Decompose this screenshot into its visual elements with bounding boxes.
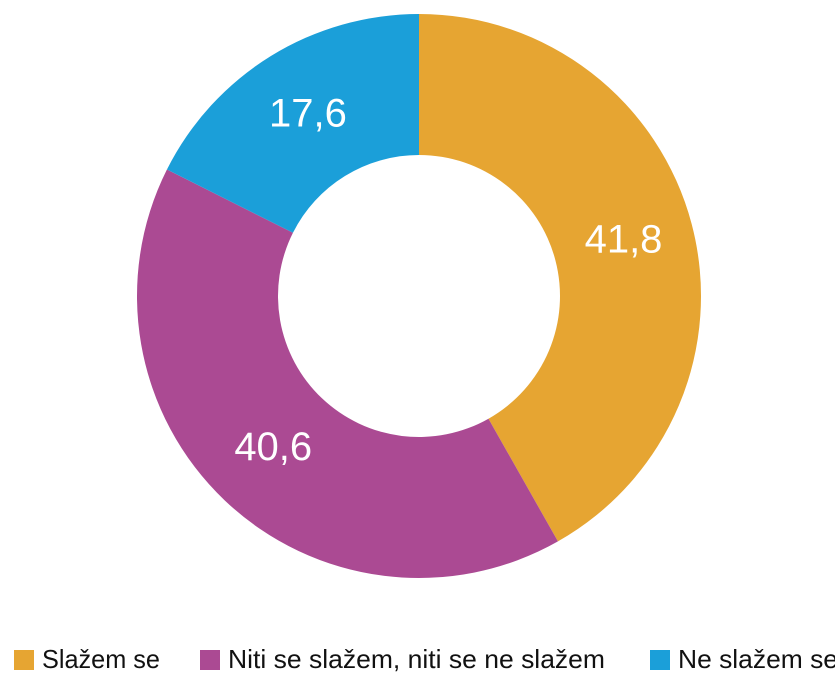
- data-label: 41,8: [585, 218, 663, 262]
- legend-swatch: [14, 650, 34, 670]
- data-label: 17,6: [269, 92, 347, 136]
- legend-label: Ne slažem se: [678, 644, 835, 674]
- legend-swatch: [650, 650, 670, 670]
- legend-swatch: [200, 650, 220, 670]
- donut-slice: [137, 169, 558, 578]
- data-label: 40,6: [234, 425, 312, 469]
- legend-label: Slažem se: [42, 644, 160, 674]
- donut-slice: [419, 14, 701, 542]
- legend-label: Niti se slažem, niti se ne slažem: [228, 644, 605, 674]
- donut-slice: [166, 14, 419, 233]
